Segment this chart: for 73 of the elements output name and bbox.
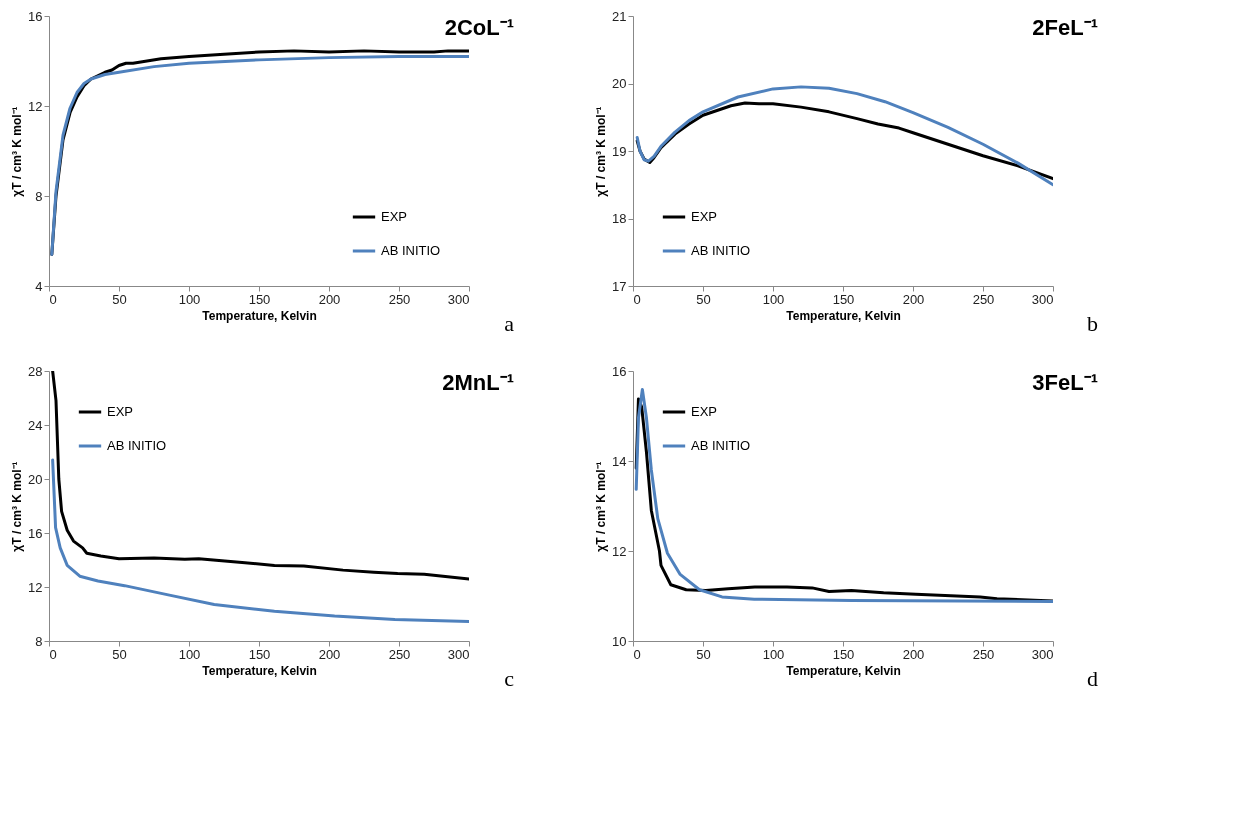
x-tick-label: 300 bbox=[1031, 291, 1054, 307]
y-tick-label: 12 bbox=[612, 543, 627, 559]
x-tick-label: 100 bbox=[762, 291, 785, 307]
x-tick-label: 200 bbox=[318, 291, 341, 307]
text: a bbox=[504, 311, 515, 336]
y-tick-label: 17 bbox=[612, 278, 627, 294]
chart-title: 2MnL⁻¹ bbox=[442, 370, 514, 395]
chart-title: 2CoL⁻¹ bbox=[444, 15, 514, 40]
chart-title: 3FeL⁻¹ bbox=[1032, 370, 1098, 395]
legend-label: EXP bbox=[107, 404, 134, 419]
y-axis-title: χT / cm³ K mol⁻¹ bbox=[594, 106, 609, 197]
x-tick-label: 200 bbox=[902, 646, 925, 662]
text: c bbox=[504, 666, 515, 691]
legend-label: EXP bbox=[691, 209, 718, 224]
x-axis-title: Temperature, Kelvin bbox=[202, 663, 317, 678]
y-tick-label: 14 bbox=[612, 453, 627, 469]
x-tick-label: 300 bbox=[447, 291, 470, 307]
y-axis-title: χT / cm³ K mol⁻¹ bbox=[10, 106, 25, 197]
y-tick-label: 20 bbox=[612, 76, 627, 91]
y-tick-label: 20 bbox=[28, 471, 43, 487]
x-tick-label: 50 bbox=[696, 646, 711, 662]
text: b bbox=[1087, 311, 1098, 336]
legend-label: EXP bbox=[381, 209, 408, 224]
y-tick-label: 18 bbox=[612, 211, 627, 226]
x-tick-label: 50 bbox=[112, 291, 127, 307]
y-tick-label: 16 bbox=[28, 8, 43, 24]
legend-label: AB INITIO bbox=[691, 243, 751, 258]
legend-label: AB INITIO bbox=[691, 438, 751, 453]
x-tick-label: 250 bbox=[388, 646, 411, 662]
x-tick-label: 150 bbox=[832, 291, 855, 307]
y-tick-label: 12 bbox=[28, 98, 43, 114]
x-tick-label: 100 bbox=[178, 291, 201, 307]
x-tick-label: 150 bbox=[832, 646, 855, 662]
x-tick-label: 250 bbox=[388, 291, 411, 307]
x-tick-label: 300 bbox=[447, 646, 470, 662]
y-tick-label: 21 bbox=[612, 8, 627, 24]
y-axis-title: χT / cm³ K mol⁻¹ bbox=[10, 461, 25, 552]
y-tick-label: 16 bbox=[612, 363, 627, 379]
y-tick-label: 10 bbox=[612, 633, 627, 649]
chart-title: 2FeL⁻¹ bbox=[1032, 15, 1098, 40]
text: d bbox=[1087, 666, 1098, 691]
x-tick-label: 150 bbox=[248, 646, 271, 662]
x-axis-title: Temperature, Kelvin bbox=[202, 308, 317, 323]
x-tick-label: 150 bbox=[248, 291, 271, 307]
line-series bbox=[51, 458, 469, 623]
x-tick-label: 250 bbox=[972, 291, 995, 307]
y-tick-label: 8 bbox=[35, 188, 43, 204]
y-tick-label: 8 bbox=[35, 633, 43, 649]
y-tick-label: 28 bbox=[28, 363, 43, 379]
x-tick-label: 100 bbox=[762, 646, 785, 662]
line-series bbox=[635, 85, 1053, 187]
x-tick-label: 0 bbox=[49, 646, 57, 662]
x-tick-label: 50 bbox=[696, 291, 711, 307]
x-axis-title: Temperature, Kelvin bbox=[786, 308, 901, 323]
legend-label: AB INITIO bbox=[381, 243, 441, 258]
legend-label: AB INITIO bbox=[107, 438, 167, 453]
y-tick-label: 24 bbox=[28, 417, 43, 433]
y-tick-label: 19 bbox=[612, 143, 627, 159]
x-tick-label: 0 bbox=[633, 291, 641, 307]
y-tick-label: 16 bbox=[28, 525, 43, 541]
y-axis-title: χT / cm³ K mol⁻¹ bbox=[594, 461, 609, 552]
legend-label: EXP bbox=[691, 404, 718, 419]
x-tick-label: 0 bbox=[49, 291, 57, 307]
x-tick-label: 300 bbox=[1031, 646, 1054, 662]
x-tick-label: 250 bbox=[972, 646, 995, 662]
y-tick-label: 4 bbox=[35, 278, 43, 294]
x-tick-label: 100 bbox=[178, 646, 201, 662]
y-tick-label: 12 bbox=[28, 579, 43, 595]
x-tick-label: 0 bbox=[633, 646, 641, 662]
x-tick-label: 50 bbox=[112, 646, 127, 662]
x-tick-label: 200 bbox=[318, 646, 341, 662]
x-tick-label: 200 bbox=[902, 291, 925, 307]
x-axis-title: Temperature, Kelvin bbox=[786, 663, 901, 678]
